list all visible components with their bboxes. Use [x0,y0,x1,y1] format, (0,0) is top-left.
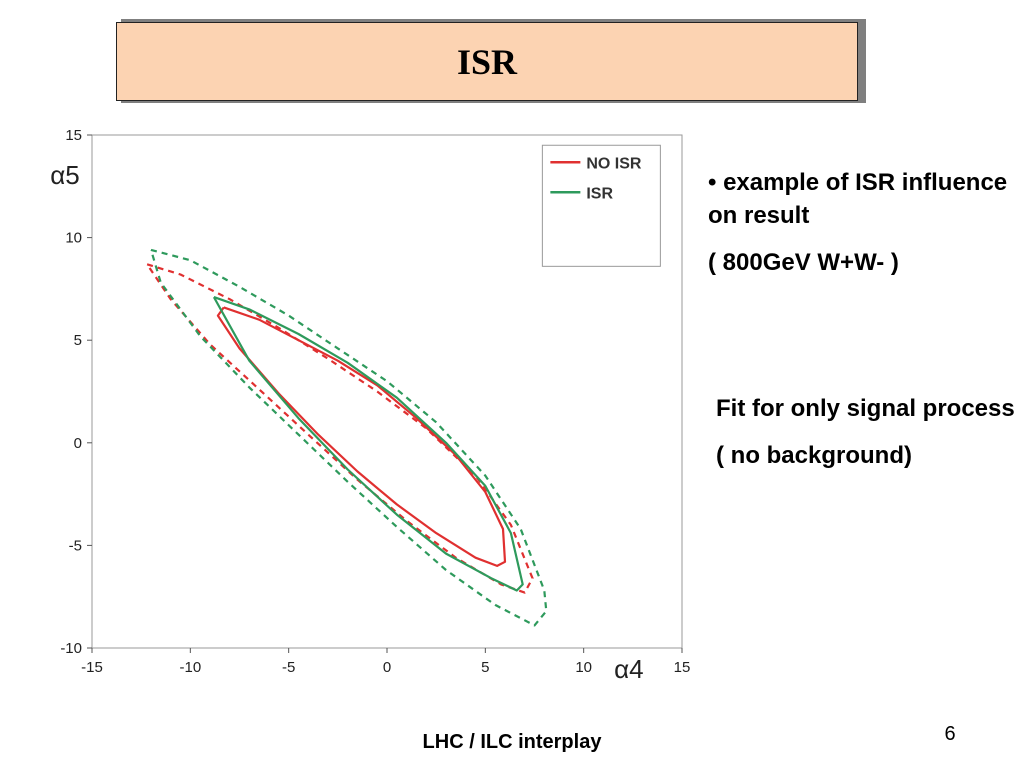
x-tick-label: -5 [282,659,295,676]
x-tick-label: 5 [481,659,489,676]
legend-box [541,144,661,267]
title-box: ISR [116,22,858,101]
slide-footer: LHC / ILC interplay [422,731,602,753]
y-tick-label: 5 [74,332,82,349]
series-line-no-isr-dashed [146,263,534,594]
contour-chart: -15 -10 -5 0 5 10 15 -10 -5 0 5 10 15 α4 α5 NO ISR ISR [40,120,700,695]
series-line-isr-solid [212,296,524,592]
bullet-text: • example of ISR influence on result [708,169,1008,229]
y-axis-label: α5 [50,160,80,190]
x-axis-label: α4 [614,654,644,684]
y-tick-label: 10 [65,230,82,247]
x-tick-label: -15 [81,659,103,676]
bullet-text: ( 800GeV W+W- ) [708,249,899,276]
x-tick-label: -10 [179,659,201,676]
y-tick-label: -10 [60,640,82,657]
bullet-list-2: Fit for only signal process ( no backgro… [716,392,1016,486]
series-line-isr-dashed [149,248,548,627]
x-tick-label: 0 [383,659,391,676]
legend-label: ISR [586,185,613,202]
bullet-text: ( no background) [716,442,912,469]
bullet-text: Fit for only signal process [716,395,1015,422]
y-tick-label: 0 [74,435,82,452]
legend-label: NO ISR [586,155,642,172]
x-tick-label: 15 [674,659,691,676]
slide-title: ISR [456,41,518,82]
series-line-no-isr-solid [216,306,507,567]
page-number: 6 [944,723,956,745]
y-tick-label: -5 [69,537,82,554]
bullet-list-1: • example of ISR influence on result ( 8… [708,166,1008,293]
x-tick-label: 10 [575,659,592,676]
y-tick-label: 15 [65,127,82,144]
chart-svg: -15 -10 -5 0 5 10 15 -10 -5 0 5 10 15 α4 α5 NO ISR ISR [50,127,691,684]
